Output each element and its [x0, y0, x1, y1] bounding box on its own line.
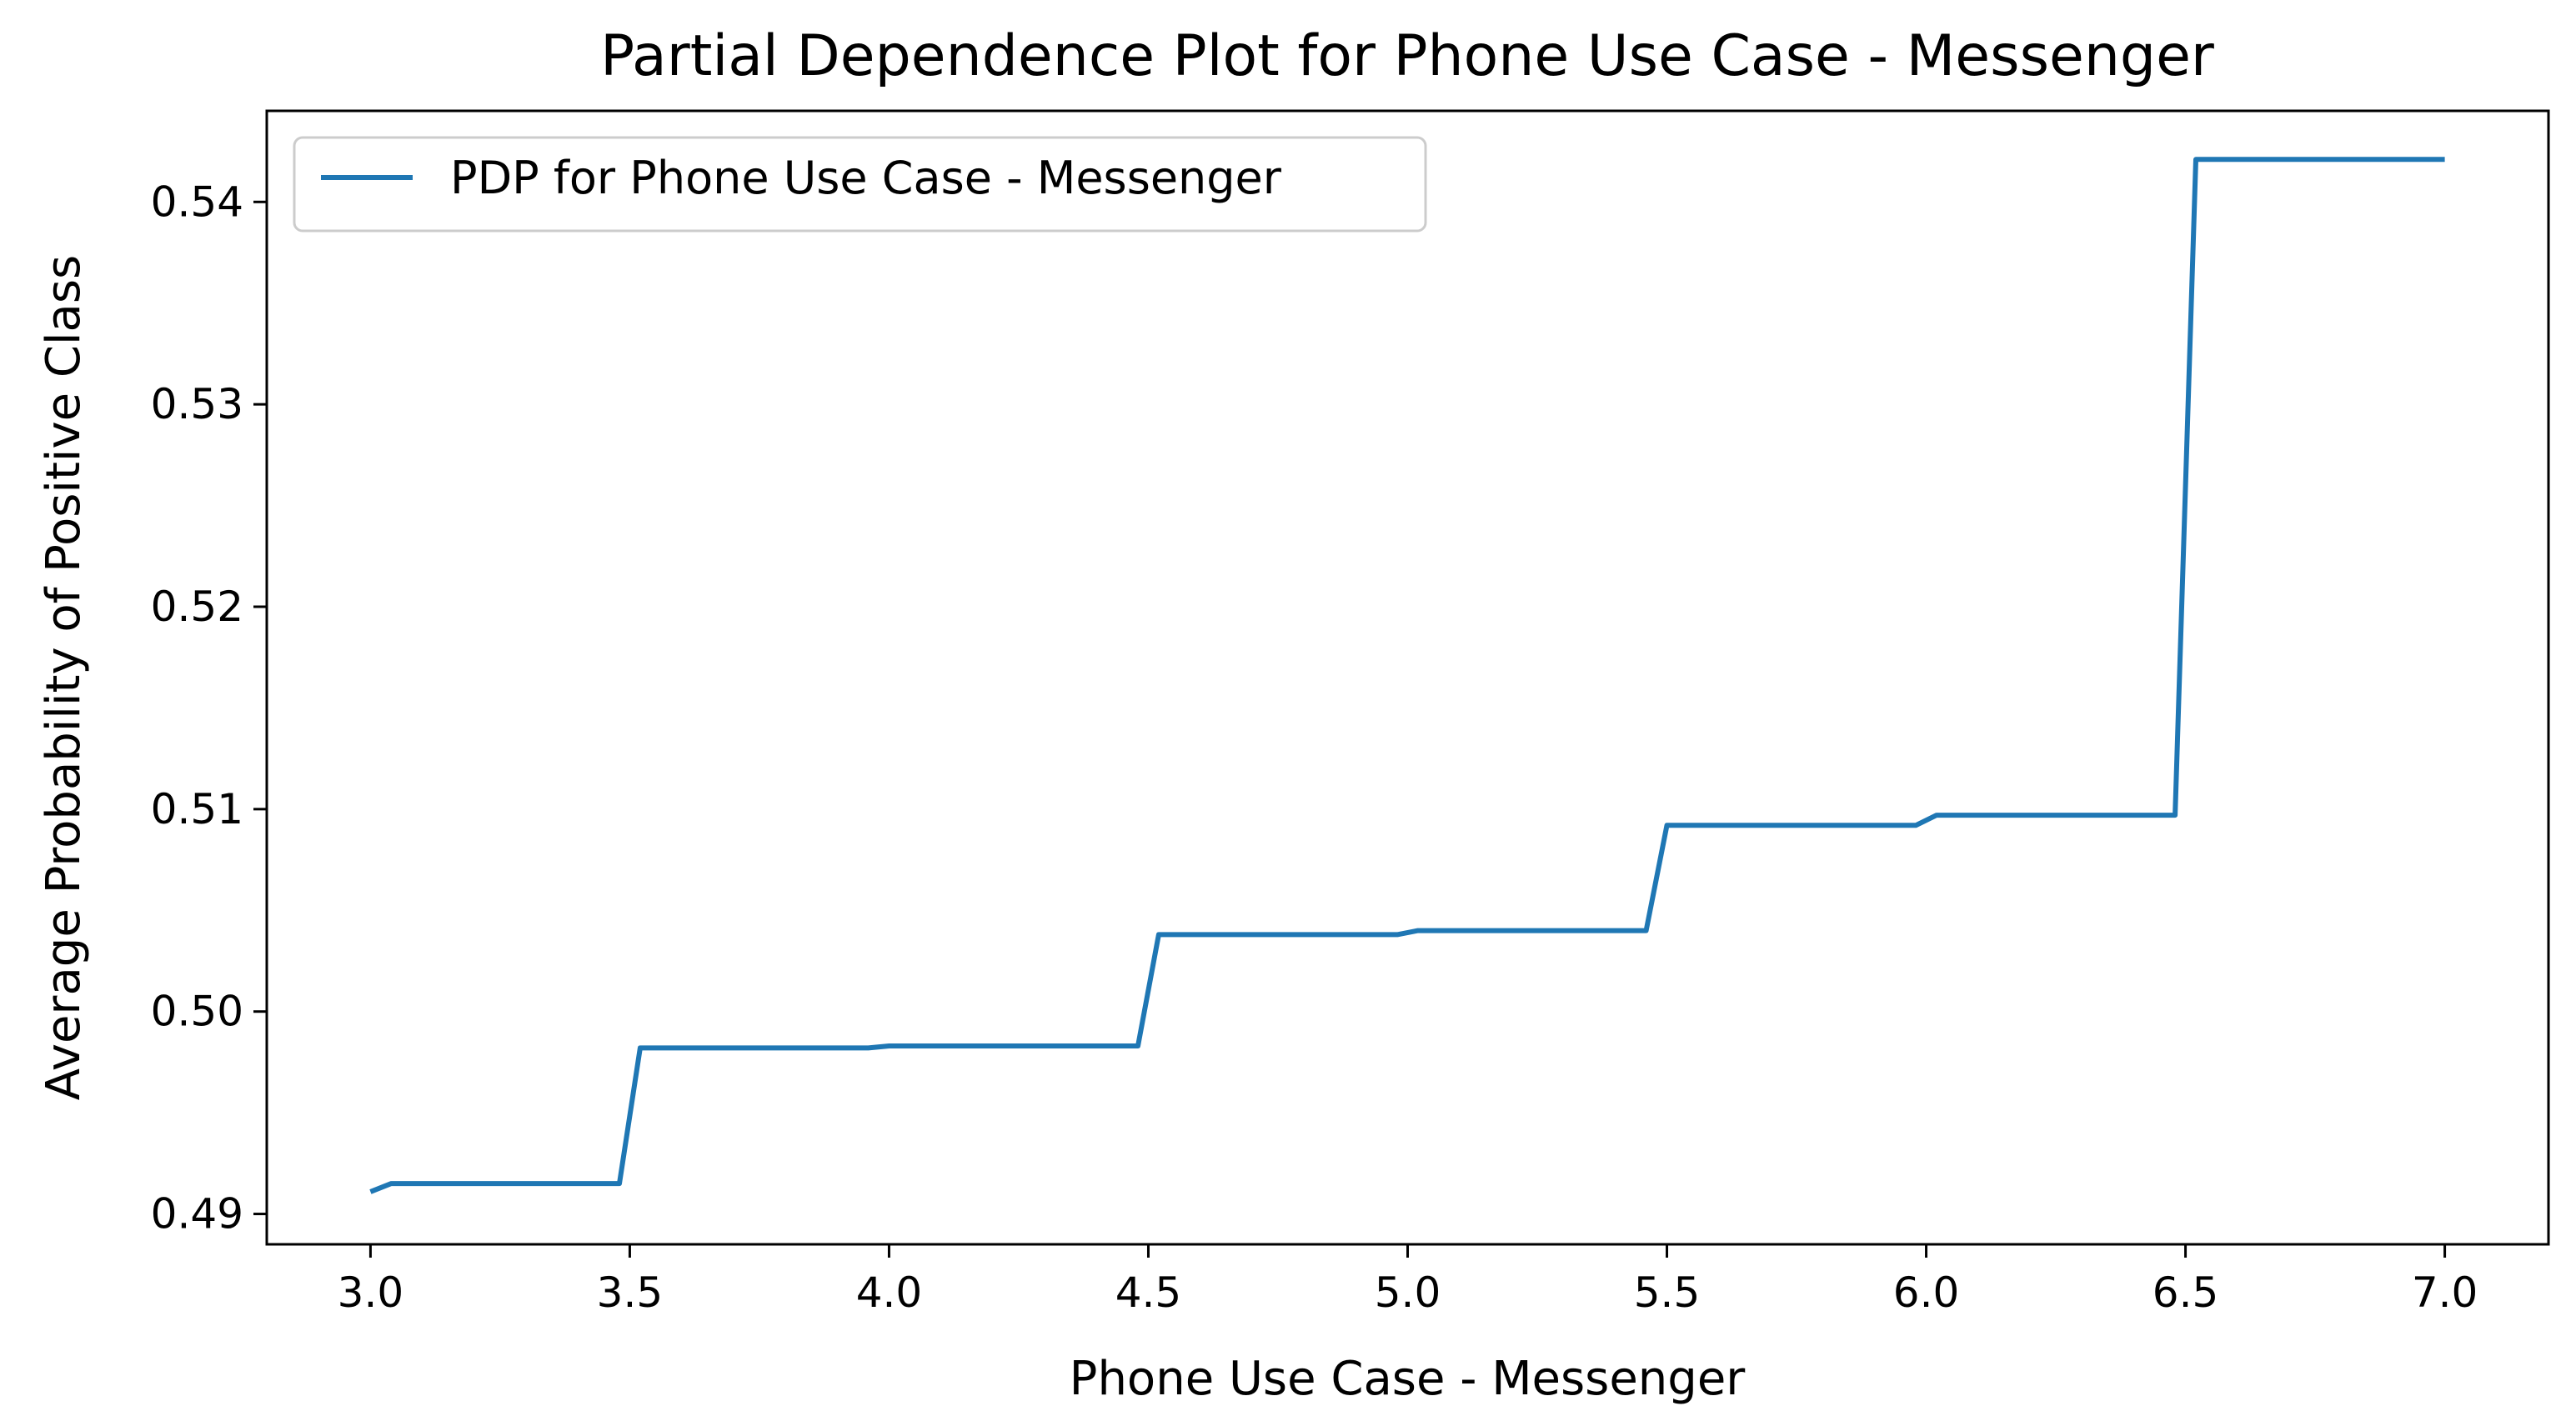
x-tick-label: 7.0 — [2412, 1268, 2478, 1317]
plot-area — [369, 157, 2445, 1194]
chart-title: Partial Dependence Plot for Phone Use Ca… — [600, 23, 2214, 89]
x-tick-label: 6.0 — [1893, 1268, 1960, 1317]
y-axis-label: Average Probability of Positive Class — [37, 255, 91, 1100]
y-tick-label: 0.49 — [151, 1190, 243, 1238]
pdp-series-line — [369, 157, 2445, 1194]
legend-box — [293, 136, 1427, 233]
y-tick-label: 0.51 — [151, 785, 243, 833]
x-tick-label: 5.5 — [1634, 1268, 1701, 1317]
legend-label: PDP for Phone Use Case - Messenger — [450, 152, 1282, 204]
y-tick-label: 0.54 — [151, 178, 243, 226]
x-tick-label: 4.0 — [856, 1268, 923, 1317]
x-tick-label: 5.0 — [1375, 1268, 1441, 1317]
legend: PDP for Phone Use Case - Messenger — [293, 136, 1427, 233]
x-axis-label: Phone Use Case - Messenger — [1070, 1352, 1747, 1406]
y-tick-label: 0.53 — [151, 380, 243, 428]
y-tick-label: 0.50 — [151, 988, 243, 1036]
x-tick-label: 6.5 — [2153, 1268, 2219, 1317]
x-axis-ticks: 3.0 3.5 4.0 4.5 5.0 5.5 6.0 6.5 7.0 — [338, 1244, 2478, 1317]
y-tick-label: 0.52 — [151, 583, 243, 631]
y-axis-ticks: 0.49 0.50 0.51 0.52 0.53 0.54 — [151, 178, 267, 1238]
x-tick-label: 3.5 — [597, 1268, 664, 1317]
x-tick-label: 3.0 — [338, 1268, 404, 1317]
axes-frame — [265, 109, 2550, 1246]
x-tick-label: 4.5 — [1115, 1268, 1182, 1317]
